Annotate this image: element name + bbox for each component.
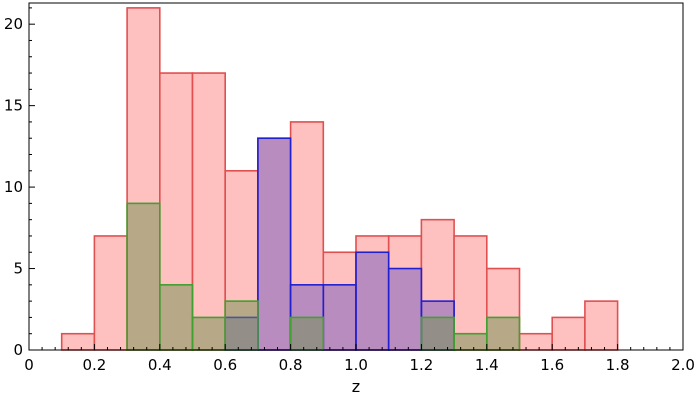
y-tick-label: 15 [4, 97, 23, 115]
bar-series-2-bin-2 [257, 137, 292, 351]
y-tick-label: 0 [13, 341, 23, 359]
bars-layer [60, 7, 619, 351]
bar-series-3-bin-7 [453, 332, 488, 351]
bar-series-1-bin-17 [584, 300, 619, 351]
bar-series-3-bin-3 [191, 316, 227, 351]
x-tick-label: 1.2 [409, 356, 433, 374]
bar-series-1-bin-15 [518, 332, 554, 351]
y-tick-label: 10 [4, 178, 23, 196]
x-tick-label: 1.4 [475, 356, 499, 374]
ticks-layer [28, 7, 684, 351]
x-tick-label: 0.2 [82, 356, 106, 374]
bar-series-1-bin-5 [191, 72, 227, 351]
bar-series-2-bin-4 [322, 284, 357, 351]
bar-series-1-bin-1 [60, 332, 96, 351]
y-tick-label: 5 [13, 260, 23, 278]
bar-series-1-bin-13 [453, 235, 488, 351]
x-axis-label: z [352, 377, 360, 396]
x-tick-label: 1.6 [540, 356, 564, 374]
bar-series-2-bin-5 [355, 251, 390, 351]
bar-series-3-bin-8 [485, 316, 521, 351]
x-tick-label: 0.6 [213, 356, 237, 374]
bar-series-2-bin-6 [387, 267, 423, 351]
x-tick-label: 0.4 [148, 356, 172, 374]
tick-labels-layer: 0 0.2 0.4 0.6 0.8 1.0 1.2 1.4 1.6 1.8 2.0 0 5 10 15 20 [4, 15, 695, 374]
bar-series-3-bin-6 [420, 316, 455, 351]
x-tick-label: 1.0 [344, 356, 368, 374]
bar-series-1-bin-16 [551, 316, 586, 351]
x-tick-label: 2.0 [671, 356, 695, 374]
x-tick-label: 0 [24, 356, 34, 374]
y-tick-label: 20 [4, 15, 23, 33]
bar-series-3-bin-4 [224, 300, 259, 351]
bar-series-1-bin-2 [93, 235, 128, 351]
bar-series-3-bin-2 [159, 284, 194, 351]
x-tick-label: 1.8 [606, 356, 630, 374]
x-tick-label: 0.8 [279, 356, 303, 374]
bar-series-3-bin-1 [126, 202, 161, 351]
bar-series-3-bin-5 [289, 316, 325, 351]
